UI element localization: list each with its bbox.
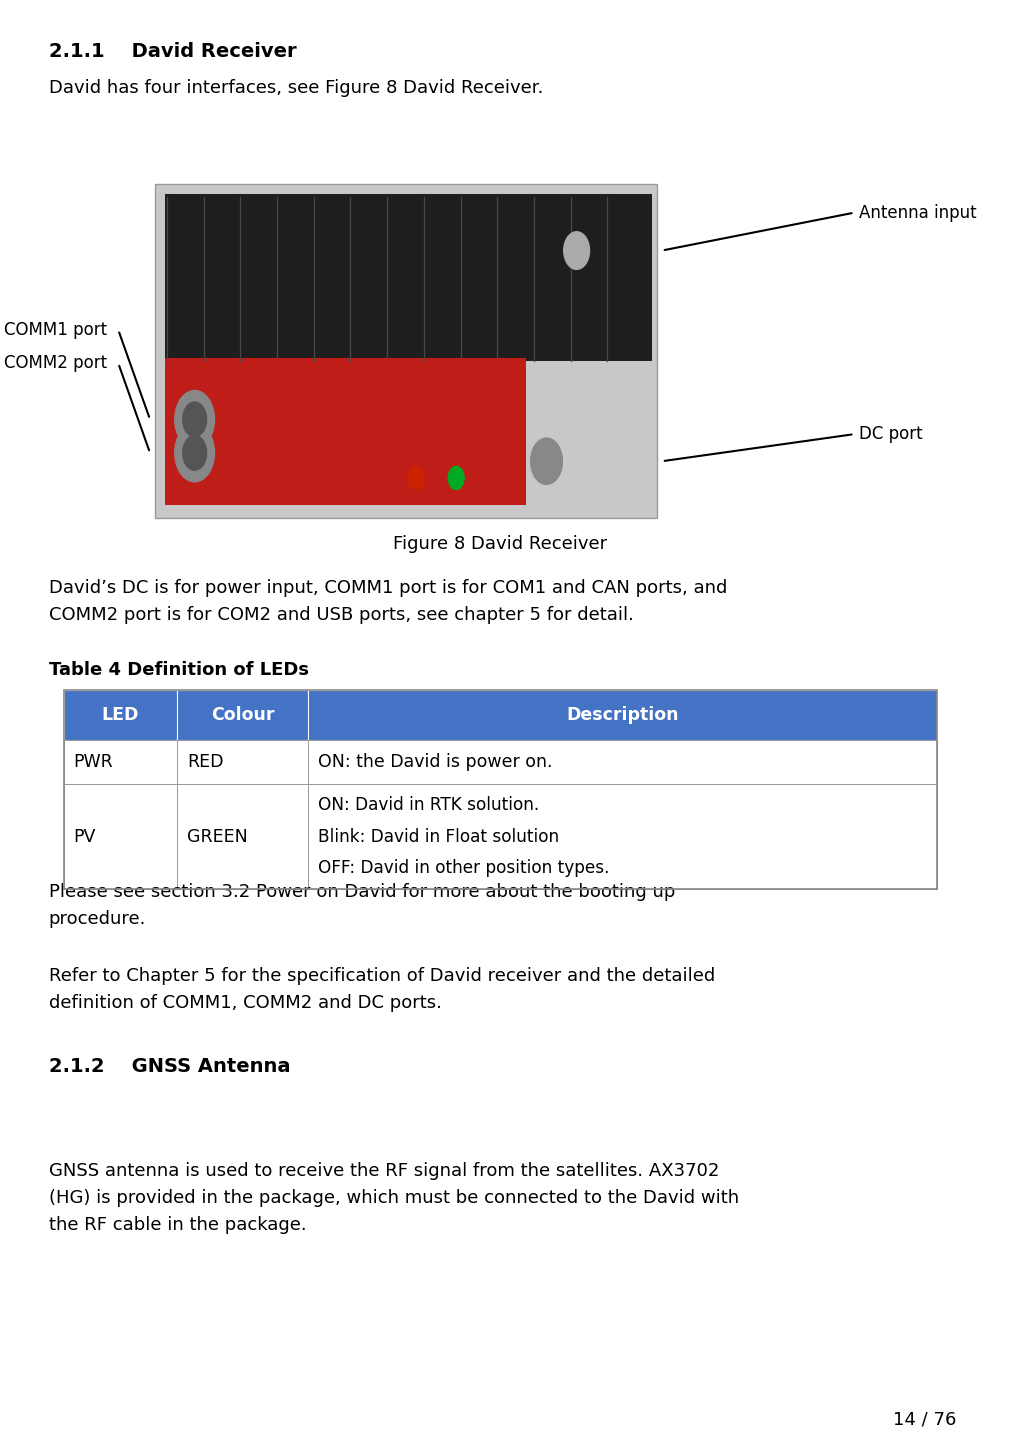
Circle shape bbox=[183, 435, 207, 470]
FancyBboxPatch shape bbox=[155, 183, 656, 518]
FancyBboxPatch shape bbox=[64, 690, 177, 740]
Text: Blink: David in Float solution: Blink: David in Float solution bbox=[318, 827, 560, 846]
Circle shape bbox=[408, 466, 424, 489]
FancyBboxPatch shape bbox=[64, 785, 177, 888]
Text: ON: the David is power on.: ON: the David is power on. bbox=[318, 753, 552, 772]
Text: Description: Description bbox=[567, 706, 679, 724]
Circle shape bbox=[175, 390, 214, 448]
Text: Colour: Colour bbox=[211, 706, 275, 724]
Text: PV: PV bbox=[74, 827, 96, 846]
Text: Table 4 Definition of LEDs: Table 4 Definition of LEDs bbox=[48, 661, 309, 680]
Text: RED: RED bbox=[187, 753, 223, 772]
Text: LED: LED bbox=[102, 706, 139, 724]
FancyBboxPatch shape bbox=[308, 785, 936, 888]
FancyBboxPatch shape bbox=[177, 740, 308, 785]
Text: PWR: PWR bbox=[74, 753, 113, 772]
Text: Please see section 3.2 Power on David for more about the booting up
procedure.: Please see section 3.2 Power on David fo… bbox=[48, 882, 675, 927]
FancyBboxPatch shape bbox=[308, 740, 936, 785]
Circle shape bbox=[183, 402, 207, 437]
Text: Figure 8 David Receiver: Figure 8 David Receiver bbox=[393, 536, 607, 553]
Circle shape bbox=[448, 466, 464, 489]
Text: 2.1.1    David Receiver: 2.1.1 David Receiver bbox=[48, 42, 296, 61]
Text: Refer to Chapter 5 for the specification of David receiver and the detailed
defi: Refer to Chapter 5 for the specification… bbox=[48, 967, 715, 1012]
Text: ON: David in RTK solution.: ON: David in RTK solution. bbox=[318, 796, 539, 814]
Circle shape bbox=[530, 438, 563, 485]
Text: 14 / 76: 14 / 76 bbox=[893, 1411, 956, 1428]
FancyBboxPatch shape bbox=[64, 740, 177, 785]
Text: 2.1.2    GNSS Antenna: 2.1.2 GNSS Antenna bbox=[48, 1057, 290, 1076]
Text: COMM2 port: COMM2 port bbox=[4, 354, 107, 373]
Circle shape bbox=[564, 232, 590, 269]
Text: Antenna input: Antenna input bbox=[860, 204, 977, 221]
FancyBboxPatch shape bbox=[165, 194, 652, 361]
Circle shape bbox=[175, 424, 214, 482]
FancyBboxPatch shape bbox=[177, 785, 308, 888]
FancyBboxPatch shape bbox=[165, 358, 526, 505]
FancyBboxPatch shape bbox=[308, 690, 936, 740]
Text: OFF: David in other position types.: OFF: David in other position types. bbox=[318, 859, 610, 877]
Text: GREEN: GREEN bbox=[187, 827, 247, 846]
FancyBboxPatch shape bbox=[177, 690, 308, 740]
Text: David has four interfaces, see Figure 8 David Receiver.: David has four interfaces, see Figure 8 … bbox=[48, 80, 543, 98]
Text: DC port: DC port bbox=[860, 425, 923, 443]
Text: COMM1 port: COMM1 port bbox=[4, 320, 107, 339]
Text: David’s DC is for power input, COMM1 port is for COM1 and CAN ports, and
COMM2 p: David’s DC is for power input, COMM1 por… bbox=[48, 579, 727, 625]
Text: GNSS antenna is used to receive the RF signal from the satellites. AX3702
(HG) i: GNSS antenna is used to receive the RF s… bbox=[48, 1162, 739, 1235]
